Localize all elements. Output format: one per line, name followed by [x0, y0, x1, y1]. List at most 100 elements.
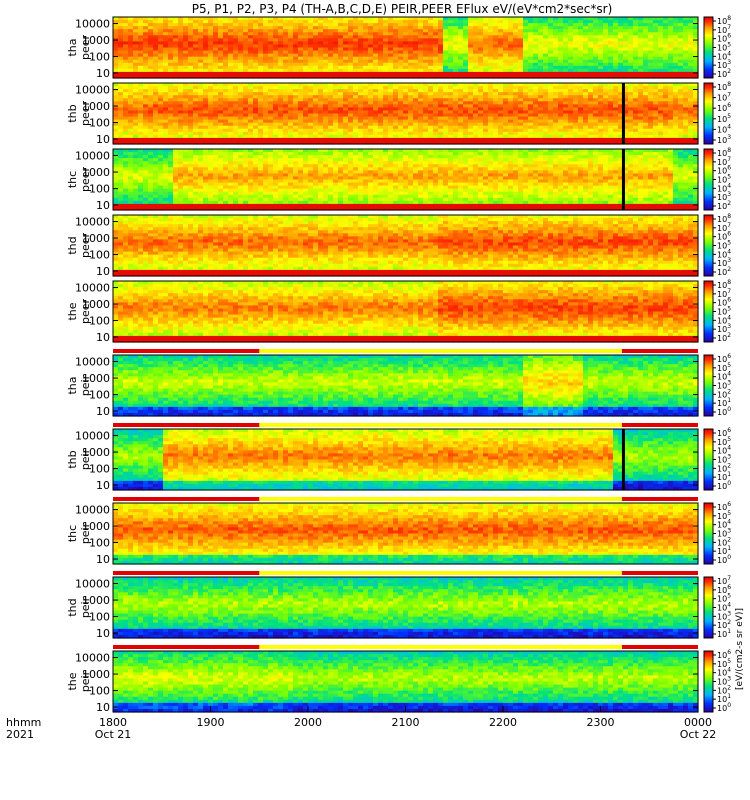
spectrogram-cell — [533, 20, 539, 24]
spectrogram-cell — [308, 140, 314, 145]
spectrogram-cell — [618, 41, 624, 46]
spectrogram-cell — [403, 134, 409, 139]
spectrogram-cell — [328, 116, 334, 121]
spectrogram-cell — [153, 131, 159, 136]
spectrogram-cell — [533, 26, 539, 30]
spectrogram-cell — [393, 119, 399, 124]
spectrogram-cell — [193, 83, 199, 87]
spectrogram-cell — [358, 29, 364, 33]
spectrogram-cell — [273, 95, 279, 99]
spectrogram-cell — [658, 53, 664, 58]
spectrogram-cell — [418, 62, 424, 67]
spectrogram-cell — [588, 20, 594, 24]
spectrogram-cell — [603, 44, 609, 49]
spectrogram-cell — [153, 71, 159, 76]
spectrogram-cell — [593, 35, 599, 39]
spectrogram-cell — [148, 137, 154, 142]
spectrogram-cell — [413, 38, 419, 42]
spectrogram-cell — [443, 38, 449, 42]
spectrogram-cell — [323, 71, 329, 76]
spectrogram-cell — [343, 125, 349, 130]
spectrogram-cell — [178, 23, 184, 27]
spectrogram-cell — [568, 50, 574, 55]
spectrogram-cell — [353, 20, 359, 24]
spectrogram-cell — [633, 29, 639, 33]
spectrogram-cell — [423, 38, 429, 42]
spectrogram-cell — [638, 50, 644, 55]
spectrogram-cell — [253, 122, 259, 127]
spectrogram-cell — [223, 83, 229, 87]
spectrogram-cell — [288, 65, 294, 70]
spectrogram-cell — [308, 122, 314, 127]
spectrogram-cell — [488, 17, 494, 21]
spectrogram-cell — [183, 116, 189, 121]
spectrogram-cell — [648, 59, 654, 64]
spectrogram-cell — [668, 56, 674, 61]
spectrogram-cell — [653, 29, 659, 33]
spectrogram-cell — [123, 101, 129, 105]
spectrogram-cell — [463, 44, 469, 49]
spectrogram-cell — [343, 29, 349, 33]
spectrogram-cell — [113, 119, 119, 124]
spectrogram-cell — [613, 50, 619, 55]
spectrogram-cell — [628, 23, 634, 27]
spectrogram-cell — [273, 44, 279, 49]
spectrogram-cell — [173, 74, 179, 79]
spectrogram-cell — [408, 56, 414, 61]
spectrogram-cell — [618, 26, 624, 30]
spectrogram-cell — [548, 17, 554, 21]
spectrogram-cell — [183, 71, 189, 76]
spectrogram-cell — [168, 56, 174, 61]
spectrogram-cell — [333, 86, 339, 90]
spectrogram-cell — [163, 29, 169, 33]
spectrogram-cell — [168, 140, 174, 145]
spectrogram-cell — [618, 65, 624, 70]
spectrogram-cell — [388, 23, 394, 27]
spectrogram-cell — [273, 134, 279, 139]
spectrogram-cell — [418, 38, 424, 42]
spectrogram-cell — [558, 74, 564, 79]
spectrogram-cell — [403, 35, 409, 39]
spectrogram-cell — [613, 59, 619, 64]
spectrogram-cell — [388, 50, 394, 55]
spectrogram-cell — [498, 65, 504, 70]
spectrogram-cell — [233, 134, 239, 139]
spectrogram-cell — [643, 17, 649, 21]
spectrogram-cell — [493, 71, 499, 76]
spectrogram-cell — [203, 128, 209, 133]
spectrogram-cell — [383, 53, 389, 58]
spectrogram-cell — [278, 89, 284, 93]
spectrogram-cell — [128, 83, 134, 87]
spectrogram-cell — [393, 44, 399, 49]
spectrogram-cell — [353, 128, 359, 133]
spectrogram-cell — [368, 101, 374, 105]
spectrogram-cell — [568, 65, 574, 70]
spectrogram-cell — [568, 71, 574, 76]
spectrogram-cell — [133, 41, 139, 46]
spectrogram-cell — [163, 95, 169, 99]
spectrogram-cell — [588, 62, 594, 67]
spectrogram-cell — [423, 26, 429, 30]
spectrogram-cell — [193, 20, 199, 24]
spectrogram-cell — [628, 56, 634, 61]
spectrogram-cell — [173, 83, 179, 87]
spectrogram-cell — [308, 107, 314, 112]
spectrogram-cell — [298, 92, 304, 96]
spectrogram-cell — [148, 110, 154, 115]
spectrogram-cell — [498, 74, 504, 79]
spectrogram-cell — [253, 107, 259, 112]
spectrogram-cell — [278, 41, 284, 46]
spectrogram-cell — [353, 107, 359, 112]
spectrogram-cell — [683, 23, 689, 27]
spectrogram-cell — [648, 62, 654, 67]
spectrogram-cell — [458, 71, 464, 76]
spectrogram-cell — [158, 47, 164, 52]
spectrogram-cell — [348, 95, 354, 99]
spectrogram-cell — [198, 122, 204, 127]
spectrogram-cell — [683, 62, 689, 67]
spectrogram-cell — [338, 134, 344, 139]
spectrogram-cell — [193, 95, 199, 99]
spectrogram-cell — [323, 110, 329, 115]
spectrogram-cell — [253, 92, 259, 96]
spectrogram-cell — [593, 62, 599, 67]
